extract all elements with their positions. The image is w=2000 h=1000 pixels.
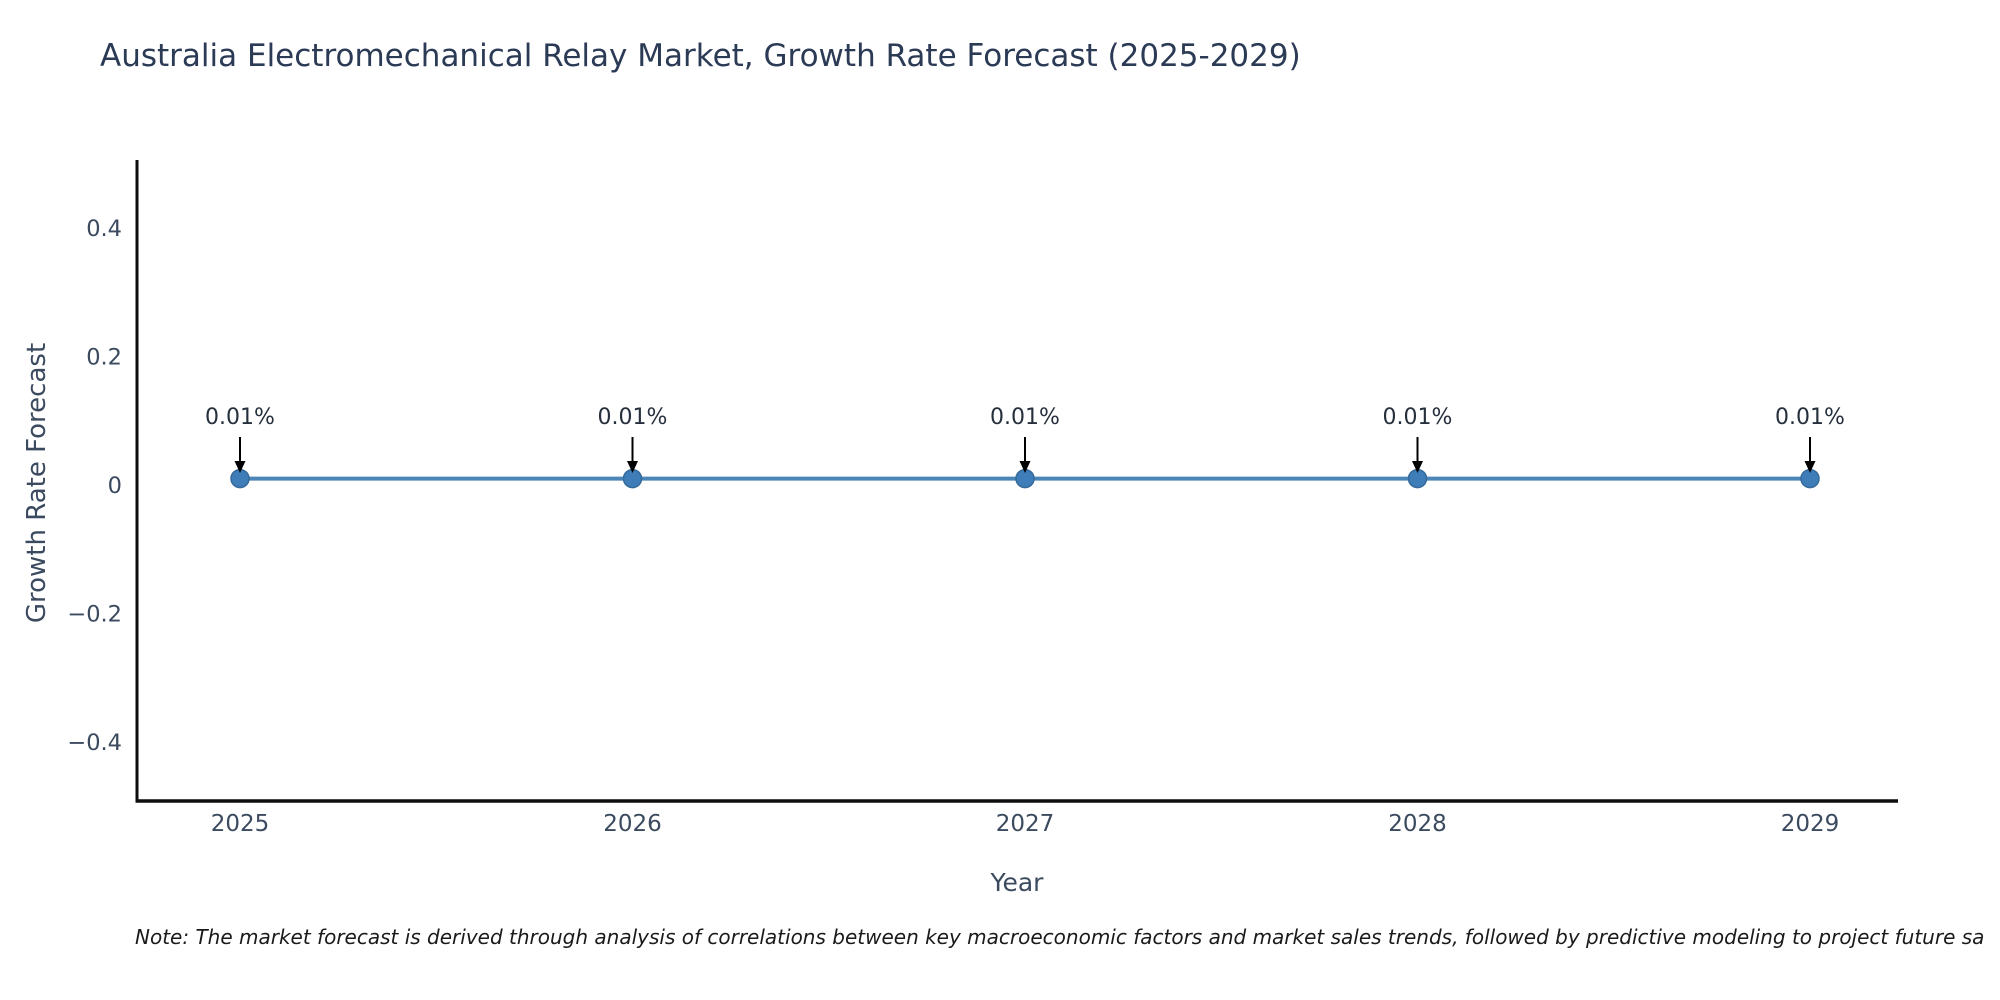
y-tick-label: −0.4 <box>67 730 122 756</box>
annotation-arrowhead <box>1019 461 1031 473</box>
annotation-arrowhead <box>234 461 246 473</box>
annotation-arrowhead <box>627 461 638 473</box>
x-tick-label: 2029 <box>1781 811 1840 837</box>
y-tick-label: 0 <box>108 473 122 499</box>
annotation-arrowhead <box>1804 461 1816 473</box>
y-tick-label: 0.2 <box>86 345 122 371</box>
x-tick-label: 2027 <box>996 811 1055 837</box>
y-tick-label: −0.2 <box>67 602 122 628</box>
point-annotation-label: 0.01% <box>990 405 1060 430</box>
x-tick-label: 2028 <box>1388 811 1447 837</box>
x-tick-label: 2025 <box>211 811 270 837</box>
chart-title: Australia Electromechanical Relay Market… <box>100 38 1301 74</box>
point-annotation-label: 0.01% <box>205 405 275 430</box>
x-tick-label: 2026 <box>603 811 662 837</box>
x-axis-title: Year <box>990 868 1044 897</box>
annotation-arrowhead <box>1412 461 1423 473</box>
point-annotation-label: 0.01% <box>598 405 668 430</box>
y-tick-label: 0.4 <box>86 216 122 242</box>
point-annotation-label: 0.01% <box>1383 405 1453 430</box>
point-annotation-label: 0.01% <box>1775 405 1845 430</box>
footnote: Note: The market forecast is derived thr… <box>135 925 1985 949</box>
